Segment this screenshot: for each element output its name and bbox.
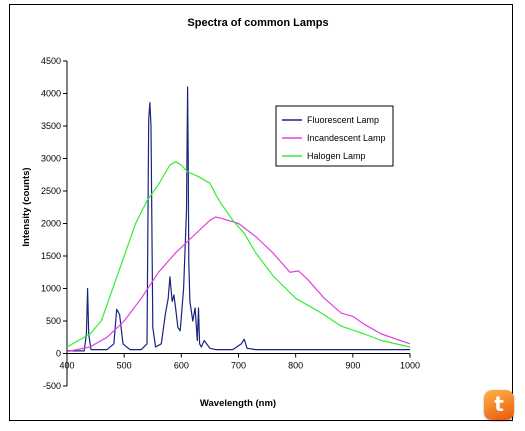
x-tick-label: 600 (174, 361, 189, 371)
y-tick-label: 1000 (41, 284, 61, 294)
y-axis-title: Intensity (counts) (21, 167, 32, 246)
plot-area (66, 86, 411, 353)
legend-label: Fluorescent Lamp (307, 115, 379, 125)
y-tick-label: 2000 (41, 219, 61, 229)
x-axis-title: Wavelength (nm) (200, 398, 276, 409)
y-tick-label: -500 (43, 381, 61, 391)
y-tick-label: 2500 (41, 186, 61, 196)
series-line-2 (66, 216, 411, 353)
x-tick-label: 800 (288, 361, 303, 371)
series-line-1 (67, 86, 410, 352)
axes: -500 0 500 1000 1500 2000 2500 3000 3500 4000 4500… (41, 56, 420, 391)
y-tick-label: 1500 (41, 251, 61, 261)
x-tick-label: 700 (231, 361, 246, 371)
legend-label: Incandescent Lamp (307, 133, 386, 143)
series-line-3 (66, 161, 411, 348)
watermark-logo: t (484, 390, 514, 420)
x-tick-label: 400 (59, 361, 74, 371)
legend-box (275, 105, 394, 167)
y-tick-label: 4000 (41, 89, 61, 99)
y-tick-label: 500 (46, 316, 61, 326)
y-tick-label: 3000 (41, 154, 61, 164)
chart-title: Spectra of common Lamps (187, 17, 328, 29)
x-tick-label: 1000 (400, 361, 420, 371)
y-tick-label: 0 (56, 349, 61, 359)
legend: Fluorescent Lamp Incandescent Lamp Halogen… (275, 105, 394, 167)
x-tick-label: 500 (117, 361, 132, 371)
legend-label: Halogen Lamp (307, 151, 366, 161)
x-tick-label: 900 (345, 361, 360, 371)
chart-frame (9, 4, 513, 421)
y-tick-label: 3500 (41, 121, 61, 131)
y-tick-label: 4500 (41, 56, 61, 66)
